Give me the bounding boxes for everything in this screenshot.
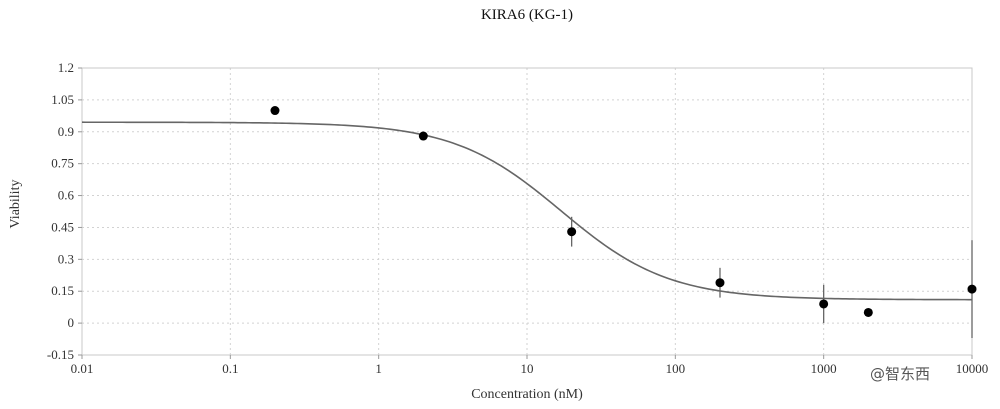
chart-title: KIRA6 (KG-1) bbox=[481, 7, 573, 23]
y-tick-label: 0.15 bbox=[51, 283, 74, 298]
plot-frame bbox=[81, 67, 973, 356]
y-tick-label: 1.05 bbox=[51, 92, 74, 107]
y-tick-label: 0 bbox=[68, 315, 75, 330]
watermark: @智东西 bbox=[870, 365, 930, 383]
data-point bbox=[819, 299, 829, 309]
data-point bbox=[715, 278, 725, 288]
x-tick-label: 100 bbox=[666, 361, 686, 376]
data-point bbox=[270, 106, 280, 116]
y-tick-label: -0.15 bbox=[47, 347, 74, 362]
x-tick-label: 1000 bbox=[811, 361, 837, 376]
x-tick-label: 10000 bbox=[956, 361, 989, 376]
data-point bbox=[567, 227, 577, 237]
y-axis: -0.15 0 0.15 0.3 0.45 0.6 0.75 0.9 1.05 1.2 bbox=[47, 60, 82, 362]
x-axis: 0.010.1110100100010000100000 bbox=[71, 355, 989, 376]
x-tick-label: 0.01 bbox=[71, 361, 94, 376]
x-tick-label: 0.1 bbox=[222, 361, 238, 376]
data-point bbox=[418, 131, 428, 141]
grid bbox=[82, 68, 972, 355]
x-tick-label: 10 bbox=[521, 361, 534, 376]
y-tick-label: 0.9 bbox=[58, 124, 74, 139]
y-tick-label: 0.45 bbox=[51, 219, 74, 234]
data-point bbox=[967, 284, 977, 294]
data-point bbox=[863, 307, 873, 317]
x-axis-title: Concentration (nM) bbox=[471, 387, 583, 402]
data-points bbox=[270, 106, 977, 338]
y-tick-label: 0.6 bbox=[58, 188, 75, 203]
y-tick-label: 1.2 bbox=[58, 60, 74, 75]
y-tick-label: 0.75 bbox=[51, 156, 74, 171]
y-tick-label: 0.3 bbox=[58, 251, 74, 266]
y-axis-title: Viability bbox=[8, 180, 23, 229]
x-tick-label: 1 bbox=[375, 361, 382, 376]
